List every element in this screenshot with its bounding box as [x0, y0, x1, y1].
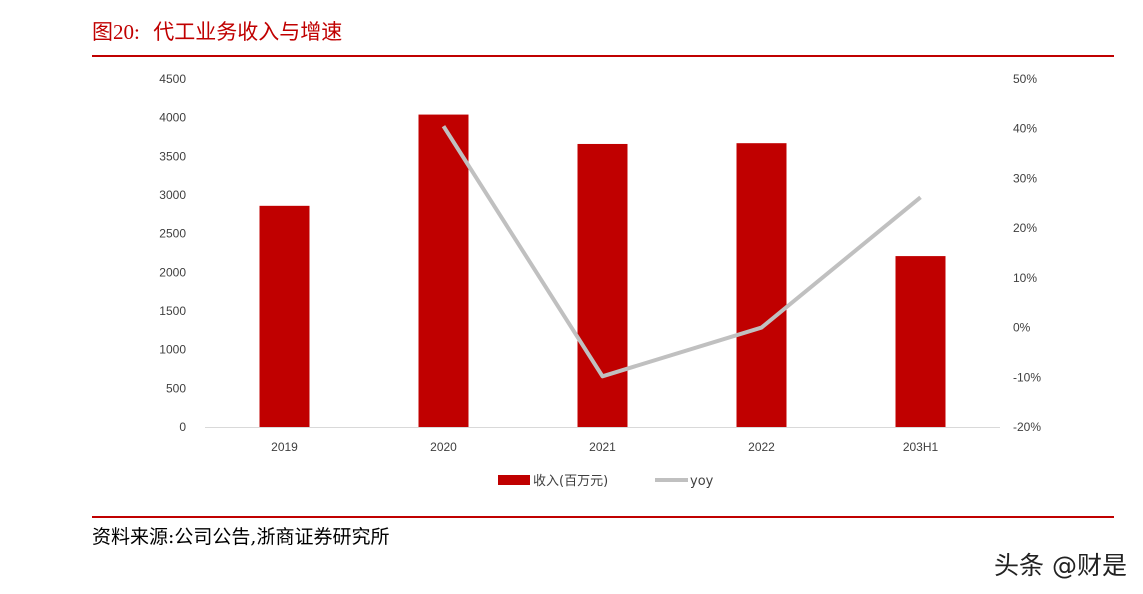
right-tick-label: 30%: [1013, 171, 1037, 185]
bar: [577, 143, 628, 427]
bar: [736, 143, 787, 428]
right-axis: -20% -10% 0% 10% 20% 30% 40% 50%: [1013, 72, 1041, 434]
bar-series: [259, 114, 946, 428]
left-tick-label: 500: [166, 381, 186, 395]
legend-label-line: yoy: [690, 474, 714, 489]
figure-title-text: 代工业务收入与增速: [153, 20, 343, 44]
x-tick-label: 203H1: [903, 440, 939, 454]
right-tick-label: 0%: [1013, 321, 1031, 335]
right-tick-label: 50%: [1013, 72, 1037, 86]
yoy-line: [441, 125, 922, 379]
bottom-rule: [92, 516, 1114, 518]
figure-title: 图20: 代工业务收入与增速: [92, 16, 342, 46]
right-tick-label: 20%: [1013, 221, 1037, 235]
top-rule: [92, 55, 1114, 57]
left-tick-label: 3500: [159, 149, 186, 163]
left-tick-label: 1500: [159, 304, 186, 318]
x-axis-labels: 2019 2020 2021 2022 203H1: [271, 440, 938, 454]
x-tick-label: 2020: [430, 440, 457, 454]
x-tick-label: 2019: [271, 440, 298, 454]
source-note: 资料来源:公司公告,浙商证券研究所: [92, 526, 390, 548]
right-tick-label: 40%: [1013, 122, 1037, 136]
left-tick-label: 4000: [159, 111, 186, 125]
right-tick-label: -20%: [1013, 420, 1041, 434]
left-tick-label: 3000: [159, 188, 186, 202]
figure-label: 图20:: [92, 20, 140, 44]
x-tick-label: 2021: [589, 440, 616, 454]
left-tick-label: 2000: [159, 265, 186, 279]
left-tick-label: 0: [179, 420, 186, 434]
line-series: [441, 125, 922, 379]
left-tick-label: 1000: [159, 343, 186, 357]
left-axis: 0 500 1000 1500 2000 2500 3000 3500 4000 4500: [159, 72, 186, 434]
right-tick-label: -10%: [1013, 370, 1041, 384]
bar: [418, 114, 469, 427]
right-tick-label: 10%: [1013, 271, 1037, 285]
left-tick-label: 4500: [159, 72, 186, 86]
legend-swatch-bar: [498, 475, 530, 485]
x-tick-label: 2022: [748, 440, 775, 454]
left-tick-label: 2500: [159, 227, 186, 241]
watermark: 头条 @财是: [994, 551, 1127, 580]
bar: [895, 256, 946, 427]
legend-label-bar: 收入(百万元): [533, 474, 608, 489]
legend: 收入(百万元) yoy: [498, 474, 714, 489]
bar: [259, 205, 310, 427]
